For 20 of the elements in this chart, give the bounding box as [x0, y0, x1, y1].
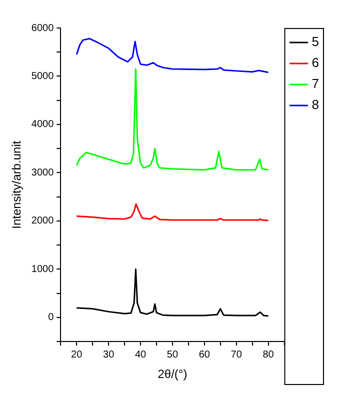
y-tick-label: 4000	[31, 119, 54, 130]
y-tick-label: 3000	[31, 167, 54, 178]
x-tick-label: 20	[71, 349, 83, 360]
x-tick-label: 30	[103, 349, 115, 360]
y-tick-label: 6000	[31, 22, 54, 34]
x-tick-label: 70	[230, 349, 242, 360]
x-tick-label: 50	[166, 349, 178, 360]
y-axis-title: Intensity/arb.unit	[10, 140, 24, 229]
legend-label: 6	[312, 55, 320, 70]
x-tick-label: 80	[262, 349, 274, 360]
legend-label: 5	[312, 34, 320, 50]
x-tick-label: 60	[198, 349, 210, 360]
y-tick-label: 2000	[31, 216, 54, 227]
y-tick-label: 5000	[31, 70, 54, 82]
y-tick-label: 1000	[31, 264, 54, 275]
legend-label: 8	[312, 97, 320, 112]
legend-label: 7	[312, 76, 320, 92]
x-tick-label: 40	[134, 349, 147, 360]
x-axis-title: 2θ/(°)	[158, 367, 188, 382]
y-tick-label: 0	[48, 312, 54, 324]
